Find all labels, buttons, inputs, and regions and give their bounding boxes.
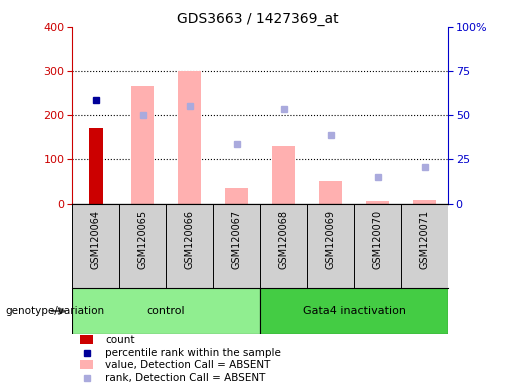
Bar bbox=[260, 288, 448, 334]
Text: GSM120065: GSM120065 bbox=[138, 210, 148, 270]
Text: GDS3663 / 1427369_at: GDS3663 / 1427369_at bbox=[177, 12, 338, 25]
Text: genotype/variation: genotype/variation bbox=[5, 306, 104, 316]
Text: GSM120067: GSM120067 bbox=[232, 210, 242, 270]
Text: GSM120070: GSM120070 bbox=[372, 210, 383, 270]
Text: GSM120068: GSM120068 bbox=[279, 210, 288, 269]
Bar bbox=[72, 288, 260, 334]
Bar bbox=[79, 335, 93, 344]
Text: GSM120069: GSM120069 bbox=[325, 210, 336, 269]
Bar bbox=[79, 360, 93, 369]
Bar bbox=[178, 71, 201, 204]
Bar bbox=[366, 201, 389, 204]
Bar bbox=[131, 86, 154, 204]
Text: GSM120071: GSM120071 bbox=[420, 210, 430, 270]
Bar bbox=[413, 200, 436, 204]
Text: GSM120066: GSM120066 bbox=[184, 210, 195, 269]
Text: count: count bbox=[105, 335, 134, 345]
Text: Gata4 inactivation: Gata4 inactivation bbox=[303, 306, 406, 316]
Text: rank, Detection Call = ABSENT: rank, Detection Call = ABSENT bbox=[105, 373, 265, 383]
Text: control: control bbox=[147, 306, 185, 316]
Text: percentile rank within the sample: percentile rank within the sample bbox=[105, 348, 281, 358]
Bar bbox=[272, 146, 295, 204]
Bar bbox=[225, 188, 248, 204]
Bar bbox=[319, 180, 342, 204]
Bar bbox=[89, 128, 102, 204]
Text: value, Detection Call = ABSENT: value, Detection Call = ABSENT bbox=[105, 360, 270, 370]
Text: GSM120064: GSM120064 bbox=[91, 210, 100, 269]
